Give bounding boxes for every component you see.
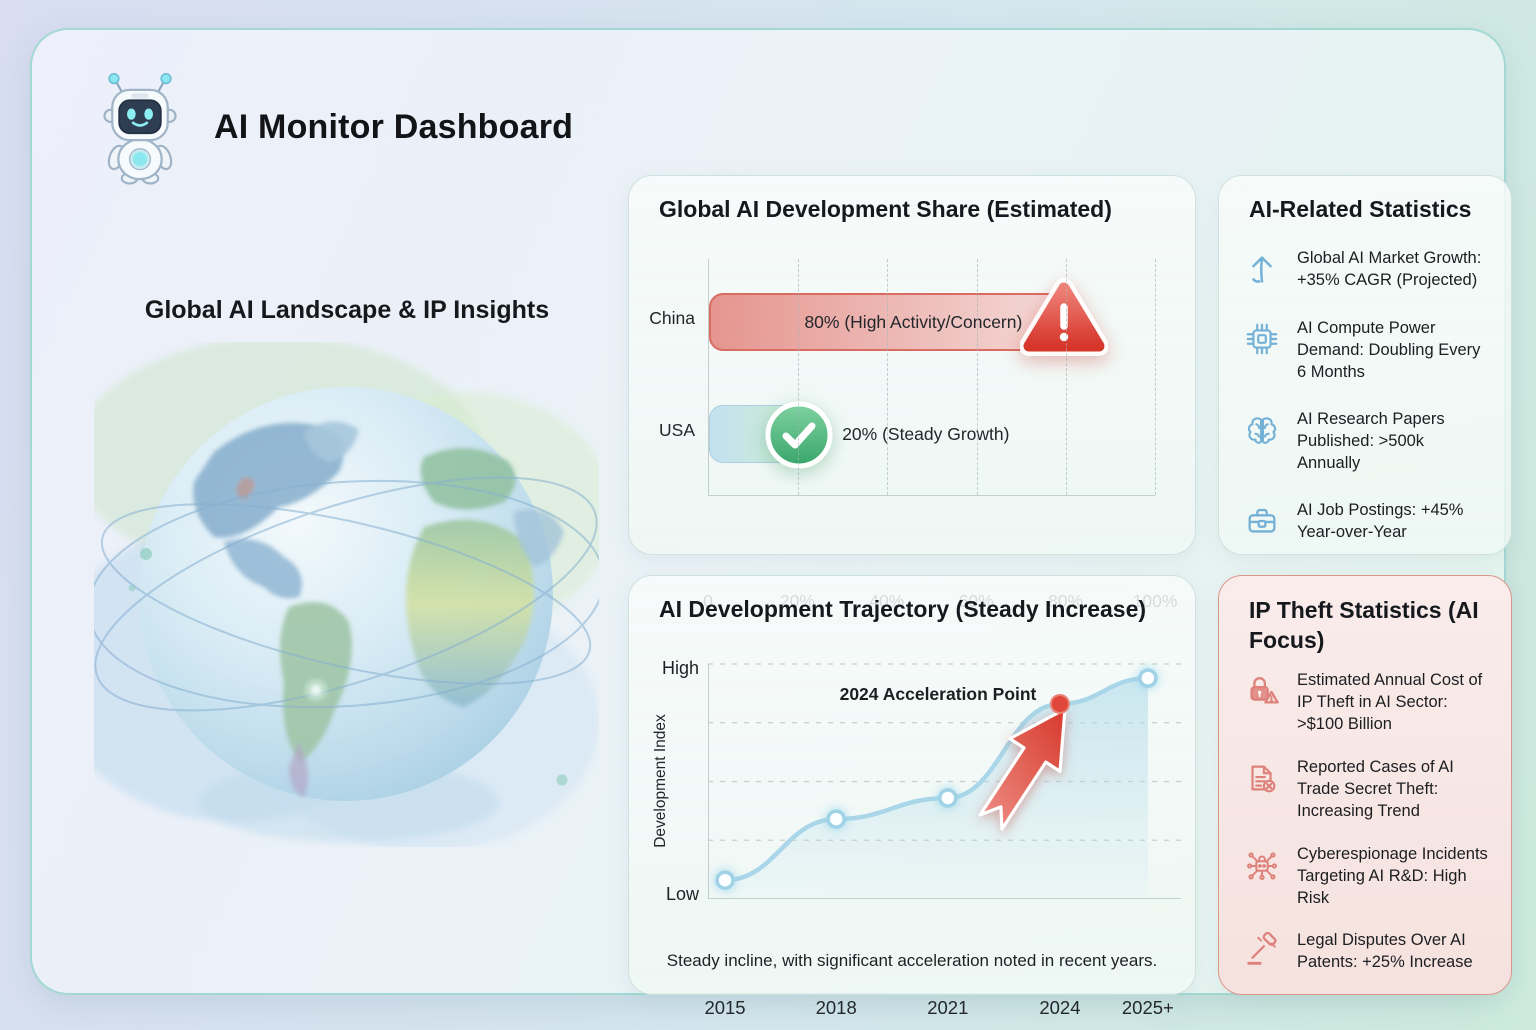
stat-text: AI Job Postings: +45% Year-over-Year	[1297, 500, 1464, 541]
data-points	[715, 668, 1158, 890]
list-item: Cyberespionage Incidents Targeting AI R&…	[1243, 844, 1491, 910]
left-section-heading: Global AI Landscape & IP Insights	[144, 296, 550, 324]
stat-text: Cyberespionage Incidents Targeting AI R&…	[1297, 844, 1488, 907]
trend-up-icon	[1243, 248, 1283, 293]
chart-caption: Steady incline, with significant acceler…	[666, 951, 1158, 970]
x-tick: 2025+	[1121, 997, 1174, 1018]
data-point	[826, 809, 846, 829]
warning-triangle-icon	[1018, 276, 1109, 365]
bar-category-usa: USA	[659, 420, 695, 440]
x-tick: 2024	[1039, 997, 1081, 1018]
dashboard-card: AI Monitor Dashboard Global AI Landscape…	[30, 28, 1512, 1018]
usa-bar-label: 20% (Steady Growth)	[842, 424, 1010, 444]
list-item: Global AI Market Growth: +35% CAGR (Proj…	[1243, 248, 1491, 293]
ai-stats-list: Global AI Market Growth: +35% CAGR (Proj…	[1243, 248, 1491, 545]
acceleration-arrow-icon	[978, 707, 1067, 831]
trajectory-chart-panel: AI Development Trajectory (Steady Increa…	[628, 575, 1196, 1018]
check-circle-icon	[762, 398, 836, 477]
lock-warning-icon	[1243, 670, 1283, 715]
robot-mascot-icon	[88, 70, 192, 191]
list-item: Estimated Annual Cost of IP Theft in AI …	[1243, 670, 1491, 736]
line-chart: 2024 Acceleration Point	[708, 663, 1181, 899]
list-item: Legal Disputes Over AI Patents: +25% Inc…	[1243, 930, 1491, 975]
list-item: Reported Cases of AI Trade Secret Theft:…	[1243, 757, 1491, 823]
x-tick: 2015	[704, 997, 746, 1018]
share-chart-title: Global AI Development Share (Estimated)	[659, 196, 1112, 222]
area-fill	[725, 678, 1148, 899]
stat-text: AI Research Papers Published: >500k Annu…	[1297, 409, 1445, 472]
china-bar-label: 80% (High Activity/Concern)	[804, 311, 1023, 332]
bar-category-china: China	[649, 308, 695, 328]
trajectory-chart-title: AI Development Trajectory (Steady Increa…	[659, 596, 1147, 622]
stat-text: Global AI Market Growth: +35% CAGR (Proj…	[1297, 249, 1482, 289]
data-point	[1138, 668, 1158, 688]
stat-text: Legal Disputes Over AI Patents: +25% Inc…	[1297, 931, 1473, 972]
y-tick-high: High	[661, 658, 699, 678]
list-item: AI Research Papers Published: >500k Annu…	[1243, 409, 1491, 475]
chip-icon	[1243, 318, 1283, 363]
ip-theft-title: IP Theft Statistics (AI Focus)	[1249, 597, 1479, 653]
y-axis-label: Development Index	[652, 714, 669, 848]
x-tick: 2021	[927, 997, 969, 1018]
gavel-icon	[1243, 930, 1283, 975]
ai-stats-panel: AI-Related Statistics Global AI Market G…	[1218, 175, 1512, 555]
y-tick-low: Low	[665, 884, 699, 904]
page-title: AI Monitor Dashboard	[214, 108, 574, 146]
annotation-label: 2024 Acceleration Point	[840, 684, 1037, 704]
brain-icon	[1243, 409, 1283, 454]
list-item: AI Compute Power Demand: Doubling Every …	[1243, 318, 1491, 384]
data-point	[715, 870, 735, 890]
ip-theft-panel: IP Theft Statistics (AI Focus) Estimated…	[1218, 575, 1512, 995]
globe-illustration	[49, 337, 614, 852]
bar-plot-area: 80% (High Activity/Concern)	[708, 259, 1156, 496]
ai-stats-title: AI-Related Statistics	[1249, 196, 1472, 222]
stat-text: Reported Cases of AI Trade Secret Theft:…	[1297, 757, 1454, 820]
ip-theft-list: Estimated Annual Cost of IP Theft in AI …	[1243, 670, 1491, 975]
cyber-network-icon	[1243, 844, 1283, 889]
share-chart-panel: Global AI Development Share (Estimated) …	[628, 175, 1196, 611]
list-item: AI Job Postings: +45% Year-over-Year	[1243, 500, 1491, 545]
x-tick: 2018	[815, 997, 857, 1018]
data-point	[938, 788, 958, 808]
stat-text: AI Compute Power Demand: Doubling Every …	[1297, 319, 1481, 381]
briefcase-icon	[1243, 500, 1283, 545]
document-x-icon	[1243, 757, 1283, 802]
stat-text: Estimated Annual Cost of IP Theft in AI …	[1297, 671, 1483, 733]
highlight-point	[1049, 693, 1070, 714]
